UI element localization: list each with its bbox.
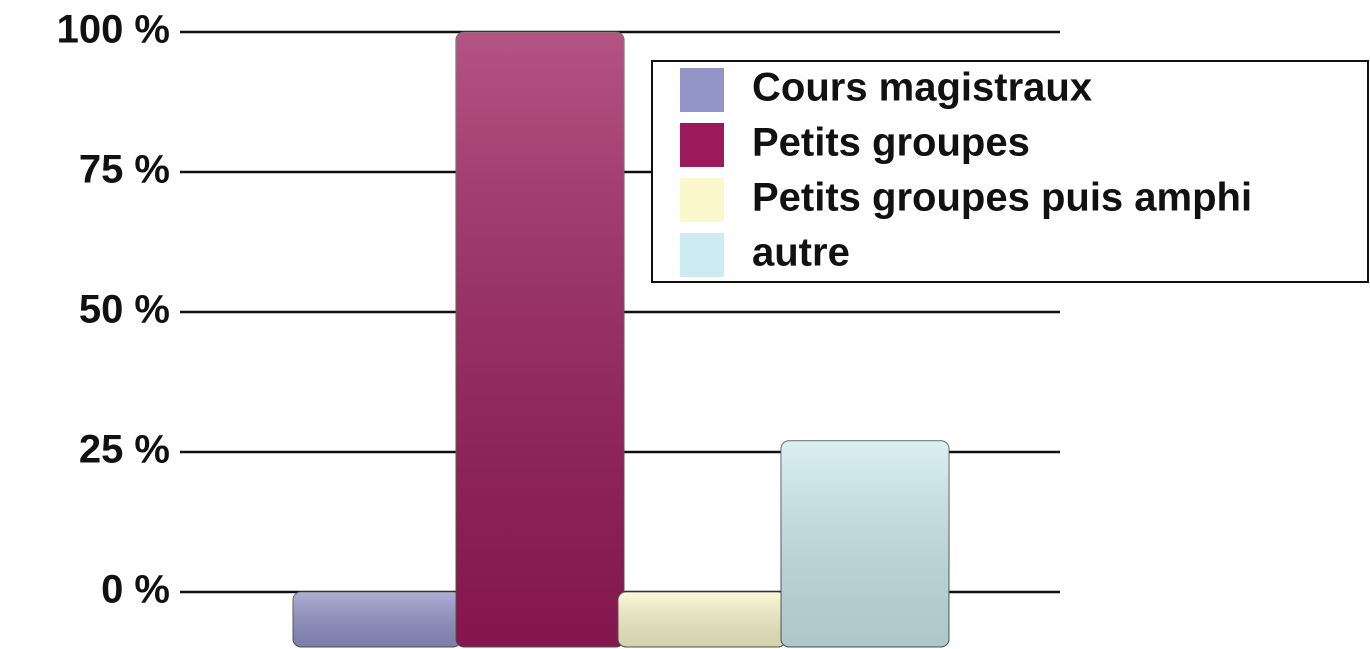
legend-swatch xyxy=(680,233,724,277)
bar-shade xyxy=(618,592,786,647)
legend-label: Petits groupes xyxy=(752,121,1030,165)
bar xyxy=(455,31,625,648)
y-tick-label: 0 % xyxy=(101,568,170,612)
legend-swatch xyxy=(680,178,724,222)
legend-box xyxy=(651,60,1369,283)
y-tick-label: 25 % xyxy=(79,428,170,472)
bar-shade xyxy=(456,32,624,647)
legend-label: autre xyxy=(752,231,850,275)
y-tick-label: 75 % xyxy=(79,148,170,192)
bar-shade xyxy=(293,592,461,647)
legend-label: Cours magistraux xyxy=(752,66,1092,110)
bar xyxy=(292,591,462,648)
y-tick-label: 50 % xyxy=(79,288,170,332)
y-tick-label: 100 % xyxy=(57,8,170,52)
legend-label: Petits groupes puis amphi xyxy=(752,176,1252,220)
bar xyxy=(617,591,787,648)
legend-swatch xyxy=(680,123,724,167)
legend-swatch xyxy=(680,68,724,112)
bar xyxy=(780,440,950,648)
bar-shade xyxy=(781,440,949,647)
